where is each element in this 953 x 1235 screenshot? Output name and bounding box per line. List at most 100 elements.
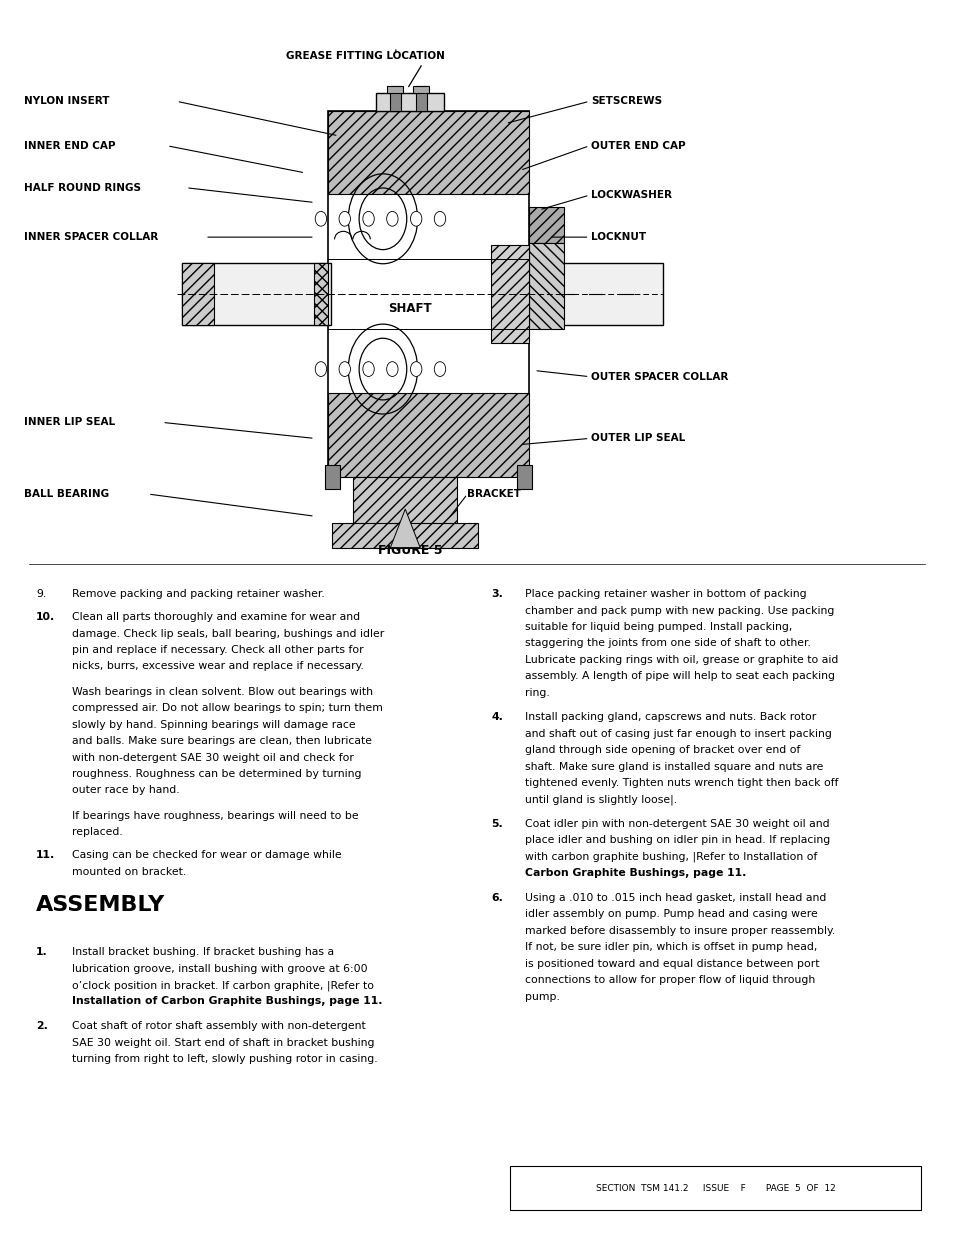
Text: 11.: 11. [36, 850, 55, 861]
Text: pin and replace if necessary. Check all other parts for: pin and replace if necessary. Check all … [71, 645, 363, 655]
Text: 4.: 4. [491, 713, 502, 722]
Text: LOCKNUT: LOCKNUT [591, 232, 646, 242]
Text: If not, be sure idler pin, which is offset in pump head,: If not, be sure idler pin, which is offs… [524, 942, 816, 952]
Text: 3.: 3. [491, 589, 502, 599]
Text: mounted on bracket.: mounted on bracket. [71, 867, 186, 877]
Bar [490, 245, 529, 343]
Text: chamber and pack pump with new packing. Use packing: chamber and pack pump with new packing. … [524, 605, 833, 615]
Circle shape [338, 362, 350, 377]
Text: INNER END CAP: INNER END CAP [24, 141, 115, 151]
Text: BALL BEARING: BALL BEARING [24, 489, 109, 499]
Text: roughness. Roughness can be determined by turning: roughness. Roughness can be determined b… [71, 769, 360, 779]
Bar [517, 466, 532, 489]
Text: o’clock position in bracket. If carbon graphite, |Refer to: o’clock position in bracket. If carbon g… [71, 981, 374, 990]
Bar [182, 263, 214, 325]
Text: and balls. Make sure bearings are clean, then lubricate: and balls. Make sure bearings are clean,… [71, 736, 371, 746]
Text: Remove packing and packing retainer washer.: Remove packing and packing retainer wash… [71, 589, 324, 599]
Bar [413, 86, 429, 93]
Text: marked before disassembly to insure proper reassembly.: marked before disassembly to insure prop… [524, 926, 834, 936]
Text: 5.: 5. [491, 819, 502, 829]
Text: Carbon Graphite Bushings, page 11.: Carbon Graphite Bushings, page 11. [524, 868, 745, 878]
Bar [529, 207, 563, 242]
Circle shape [434, 362, 445, 377]
Text: SETSCREWS: SETSCREWS [591, 96, 662, 106]
Text: Install bracket bushing. If bracket bushing has a: Install bracket bushing. If bracket bush… [71, 947, 334, 957]
Text: replaced.: replaced. [71, 827, 122, 837]
Circle shape [314, 211, 326, 226]
Text: Install packing gland, capscrews and nuts. Back rotor: Install packing gland, capscrews and nut… [524, 713, 815, 722]
Text: with carbon graphite bushing, |Refer to Installation of: with carbon graphite bushing, |Refer to … [524, 852, 816, 862]
Bar [387, 86, 403, 93]
Text: 10.: 10. [36, 613, 55, 622]
Text: is positioned toward and equal distance between port: is positioned toward and equal distance … [524, 958, 819, 968]
Text: nicks, burrs, excessive wear and replace if necessary.: nicks, burrs, excessive wear and replace… [71, 662, 363, 672]
Text: ring.: ring. [524, 688, 549, 698]
Circle shape [434, 211, 445, 226]
Circle shape [362, 362, 374, 377]
Text: Wash bearings in clean solvent. Blow out bearings with: Wash bearings in clean solvent. Blow out… [71, 687, 373, 697]
Text: tightened evenly. Tighten nuts wrench tight then back off: tightened evenly. Tighten nuts wrench ti… [524, 778, 838, 788]
Text: and shaft out of casing just far enough to insert packing: and shaft out of casing just far enough … [524, 729, 831, 739]
Text: OUTER SPACER COLLAR: OUTER SPACER COLLAR [591, 372, 728, 382]
Text: ASSEMBLY: ASSEMBLY [36, 894, 165, 915]
Circle shape [386, 211, 397, 226]
Circle shape [410, 362, 421, 377]
Text: connections to allow for proper flow of liquid through: connections to allow for proper flow of … [524, 976, 814, 986]
Text: BRACKET: BRACKET [467, 489, 521, 499]
Bar [328, 111, 529, 194]
Text: staggering the joints from one side of shaft to other.: staggering the joints from one side of s… [524, 638, 810, 648]
Text: If bearings have roughness, bearings will need to be: If bearings have roughness, bearings wil… [71, 811, 357, 821]
Text: 2.: 2. [36, 1021, 48, 1031]
Bar [353, 477, 456, 525]
Bar [510, 1166, 920, 1210]
Text: Lubricate packing rings with oil, grease or graphite to aid: Lubricate packing rings with oil, grease… [524, 655, 837, 664]
Text: FIGURE 5: FIGURE 5 [377, 545, 442, 557]
Text: compressed air. Do not allow bearings to spin; turn them: compressed air. Do not allow bearings to… [71, 703, 382, 714]
Text: Installation of Carbon Graphite Bushings, page 11.: Installation of Carbon Graphite Bushings… [71, 997, 381, 1007]
Bar [332, 524, 477, 547]
Text: INNER LIP SEAL: INNER LIP SEAL [24, 417, 115, 427]
Text: shaft. Make sure gland is installed square and nuts are: shaft. Make sure gland is installed squa… [524, 762, 822, 772]
Text: gland through side opening of bracket over end of: gland through side opening of bracket ov… [524, 745, 800, 755]
Text: 9.: 9. [36, 589, 47, 599]
Text: INNER SPACER COLLAR: INNER SPACER COLLAR [24, 232, 158, 242]
Text: slowly by hand. Spinning bearings will damage race: slowly by hand. Spinning bearings will d… [71, 720, 355, 730]
Circle shape [314, 362, 326, 377]
Bar [182, 263, 331, 325]
Circle shape [338, 211, 350, 226]
Circle shape [410, 211, 421, 226]
Text: OUTER LIP SEAL: OUTER LIP SEAL [591, 433, 685, 443]
Text: pump.: pump. [524, 992, 559, 1002]
Text: with non-detergent SAE 30 weight oil and check for: with non-detergent SAE 30 weight oil and… [71, 752, 353, 762]
Text: LOCKWASHER: LOCKWASHER [591, 190, 672, 200]
Bar [529, 242, 563, 330]
Circle shape [362, 211, 374, 226]
Text: GREASE FITTING LOCATION: GREASE FITTING LOCATION [286, 51, 445, 61]
Text: Place packing retainer washer in bottom of packing: Place packing retainer washer in bottom … [524, 589, 805, 599]
Bar [325, 466, 340, 489]
Bar [529, 263, 662, 325]
Text: place idler and bushing on idler pin in head. If replacing: place idler and bushing on idler pin in … [524, 835, 829, 846]
Text: SECTION  TSM 141.2     ISSUE    F       PAGE  5  OF  12: SECTION TSM 141.2 ISSUE F PAGE 5 OF 12 [595, 1183, 835, 1193]
Bar [376, 93, 443, 111]
Text: NYLON INSERT: NYLON INSERT [24, 96, 110, 106]
Bar [328, 394, 529, 477]
Text: turning from right to left, slowly pushing rotor in casing.: turning from right to left, slowly pushi… [71, 1053, 376, 1063]
Bar [314, 263, 328, 325]
Text: Coat idler pin with non-detergent SAE 30 weight oil and: Coat idler pin with non-detergent SAE 30… [524, 819, 828, 829]
Text: SAE 30 weight oil. Start end of shaft in bracket bushing: SAE 30 weight oil. Start end of shaft in… [71, 1037, 374, 1047]
Text: assembly. A length of pipe will help to seat each packing: assembly. A length of pipe will help to … [524, 671, 834, 682]
Text: SHAFT: SHAFT [388, 301, 432, 315]
Text: 6.: 6. [491, 893, 502, 903]
Text: Using a .010 to .015 inch head gasket, install head and: Using a .010 to .015 inch head gasket, i… [524, 893, 825, 903]
Text: Clean all parts thoroughly and examine for wear and: Clean all parts thoroughly and examine f… [71, 613, 359, 622]
Text: damage. Check lip seals, ball bearing, bushings and idler: damage. Check lip seals, ball bearing, b… [71, 629, 383, 638]
Text: 1.: 1. [36, 947, 48, 957]
Text: outer race by hand.: outer race by hand. [71, 785, 179, 795]
Text: idler assembly on pump. Pump head and casing were: idler assembly on pump. Pump head and ca… [524, 909, 817, 919]
Bar [390, 86, 400, 111]
Polygon shape [390, 509, 419, 547]
Text: HALF ROUND RINGS: HALF ROUND RINGS [24, 183, 141, 193]
Text: OUTER END CAP: OUTER END CAP [591, 141, 685, 151]
Text: until gland is slightly loose|.: until gland is slightly loose|. [524, 794, 676, 805]
